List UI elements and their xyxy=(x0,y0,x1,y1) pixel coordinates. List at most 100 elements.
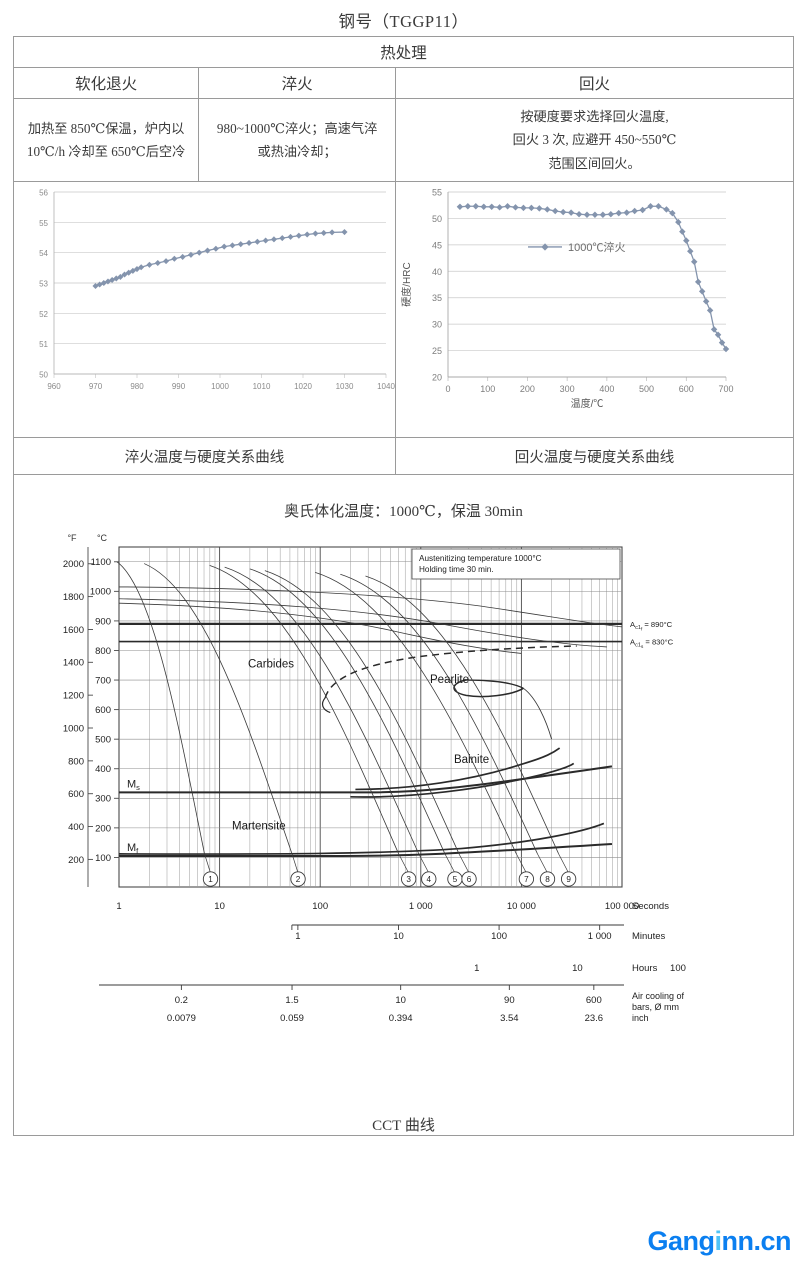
svg-text:500: 500 xyxy=(95,734,111,745)
svg-text:990: 990 xyxy=(172,382,186,391)
cell-quench-hardness-chart: 50 51 52 53 54 55 56 960 970 980 990 1000 1010 1020 10… xyxy=(13,181,396,438)
column-header-quenching: 淬火 xyxy=(198,67,396,99)
table-row-section-header: 热处理 xyxy=(13,36,794,68)
svg-text:400: 400 xyxy=(599,384,614,394)
cct-caption: CCT 曲线 xyxy=(372,1117,435,1134)
svg-text:8: 8 xyxy=(545,875,550,884)
svg-text:1800: 1800 xyxy=(63,592,84,603)
svg-text:600: 600 xyxy=(95,705,111,716)
svg-text:100: 100 xyxy=(480,384,495,394)
cell-quenching-text: 980~1000℃淬火；高速气淬 或热油冷却； xyxy=(198,98,396,182)
caption-quench-curve: 淬火温度与硬度关系曲线 xyxy=(13,437,396,475)
table-row-chart-captions: 淬火温度与硬度关系曲线 回火温度与硬度关系曲线 xyxy=(13,437,794,475)
page-title: 钢号（TGGP11） xyxy=(338,12,469,31)
svg-text:10: 10 xyxy=(395,995,406,1006)
svg-text:900: 900 xyxy=(95,616,111,627)
svg-text:700: 700 xyxy=(95,675,111,686)
svg-text:Minutes: Minutes xyxy=(632,931,666,942)
svg-text:1100: 1100 xyxy=(91,557,111,568)
svg-text:300: 300 xyxy=(95,793,111,804)
quenching-line-2: 或热油冷却； xyxy=(257,144,337,159)
svg-text:400: 400 xyxy=(68,821,84,832)
svg-text:600: 600 xyxy=(679,384,694,394)
tempering-line-1: 按硬度要求选择回火温度, xyxy=(520,109,669,125)
caption-temper-curve: 回火温度与硬度关系曲线 xyxy=(395,437,794,475)
tempering-line-2: 回火 3 次, 应避开 450~550℃ xyxy=(512,132,677,148)
svg-text:硬度/HRC: 硬度/HRC xyxy=(400,262,413,306)
watermark-part3: nn.cn xyxy=(721,1226,792,1256)
table-row-process-text: 加热至 850℃保温，炉内以 10℃/h 冷却至 650℃后空冷 980~100… xyxy=(12,98,794,182)
svg-text:2000: 2000 xyxy=(63,559,84,570)
svg-text:20: 20 xyxy=(432,373,442,383)
svg-text:800: 800 xyxy=(95,645,111,656)
svg-text:1: 1 xyxy=(295,931,300,942)
svg-text:Ac1f = 890°C: Ac1f = 890°C xyxy=(630,619,673,630)
cell-tempering-text: 按硬度要求选择回火温度, 回火 3 次, 应避开 450~550℃ 范围区间回火… xyxy=(395,98,794,182)
svg-text:3.54: 3.54 xyxy=(500,1013,519,1024)
svg-text:inch: inch xyxy=(632,1013,649,1023)
svg-text:200: 200 xyxy=(520,384,535,394)
cct-diagram-svg: °F °C200400600800100012001400160018002000… xyxy=(63,533,686,1024)
svg-text:500: 500 xyxy=(639,384,654,394)
svg-text:5: 5 xyxy=(453,875,458,884)
watermark-ganginn: Ganginn.cn xyxy=(647,1226,791,1257)
quench-hardness-chartbox: 50 51 52 53 54 55 56 960 970 980 990 1000 1010 1020 10… xyxy=(14,182,395,437)
svg-text:°C: °C xyxy=(97,533,108,543)
svg-text:1 000: 1 000 xyxy=(588,931,612,942)
austenitizing-note: 奥氏体化温度：1000℃，保温 30min xyxy=(284,503,523,520)
svg-text:Air cooling of: Air cooling of xyxy=(632,991,685,1001)
svg-text:90: 90 xyxy=(504,995,515,1006)
svg-text:1: 1 xyxy=(474,963,479,974)
quench-hardness-chart-svg: 50 51 52 53 54 55 56 960 970 980 990 1000 1010 1020 10… xyxy=(39,189,395,392)
table-row-cct: 奥氏体化温度：1000℃，保温 30min °F °C 200 400 600 800 10… xyxy=(13,474,794,1136)
svg-text:100: 100 xyxy=(670,963,686,974)
svg-text:600: 600 xyxy=(586,995,602,1006)
svg-text:53: 53 xyxy=(39,280,48,289)
svg-text:700: 700 xyxy=(718,384,733,394)
svg-text:35: 35 xyxy=(432,293,442,303)
heat-treatment-table: 热处理 软化退火 淬火 回火 加热至 850℃保温，炉内以 10℃/h 冷却至 … xyxy=(12,36,794,1136)
svg-text:55: 55 xyxy=(39,219,48,228)
svg-text:10: 10 xyxy=(214,901,225,912)
temper-hardness-chartbox: 20 25 30 35 40 45 50 55 0 100 200 300 400 500 600 700 温度… xyxy=(396,182,793,437)
svg-text:1: 1 xyxy=(208,875,213,884)
svg-text:100: 100 xyxy=(491,931,507,942)
svg-text:50: 50 xyxy=(39,371,48,380)
svg-text:30: 30 xyxy=(432,320,442,330)
svg-text:1000: 1000 xyxy=(90,586,111,597)
cct-diagram-wrap: °F °C 200 400 600 800 1000 1200 1400 1600 1800 2000… xyxy=(14,527,792,1112)
svg-text:1000℃淬火: 1000℃淬火 xyxy=(568,240,625,254)
svg-text:温度/℃: 温度/℃ xyxy=(571,397,604,410)
tempering-line-3: 范围区间回火。 xyxy=(548,155,641,171)
svg-text:0: 0 xyxy=(445,384,450,394)
annealing-line-1: 加热至 850℃保温，炉内以 xyxy=(27,120,185,136)
svg-text:2: 2 xyxy=(296,875,301,884)
watermark-part2: i xyxy=(714,1226,722,1256)
watermark-part1: Gang xyxy=(647,1226,715,1256)
svg-text:10 000: 10 000 xyxy=(507,901,536,912)
svg-text:0.0079: 0.0079 xyxy=(167,1013,196,1024)
svg-text:Seconds: Seconds xyxy=(632,901,669,912)
svg-text:6: 6 xyxy=(467,875,472,884)
svg-text:Martensite: Martensite xyxy=(232,820,286,832)
svg-text:980: 980 xyxy=(130,382,144,391)
table-row-column-headers: 软化退火 淬火 回火 xyxy=(12,67,794,99)
svg-text:Ac1s = 830°C: Ac1s = 830°C xyxy=(630,637,674,648)
svg-text:56: 56 xyxy=(39,189,48,198)
svg-text:200: 200 xyxy=(68,854,84,865)
svg-text:10: 10 xyxy=(393,931,404,942)
svg-text:970: 970 xyxy=(89,382,103,391)
column-header-tempering: 回火 xyxy=(395,67,794,99)
column-header-annealing: 软化退火 xyxy=(12,67,200,99)
svg-text:9: 9 xyxy=(566,875,571,884)
svg-text:0.394: 0.394 xyxy=(389,1013,413,1024)
svg-text:7: 7 xyxy=(524,875,529,884)
svg-text:100: 100 xyxy=(312,901,328,912)
svg-text:400: 400 xyxy=(95,764,111,775)
svg-text:1 000: 1 000 xyxy=(409,901,433,912)
svg-text:1: 1 xyxy=(116,901,121,912)
quenching-line-1: 980~1000℃淬火；高速气淬 xyxy=(216,120,378,136)
svg-text:45: 45 xyxy=(432,240,442,250)
svg-text:Pearlite: Pearlite xyxy=(430,674,469,686)
